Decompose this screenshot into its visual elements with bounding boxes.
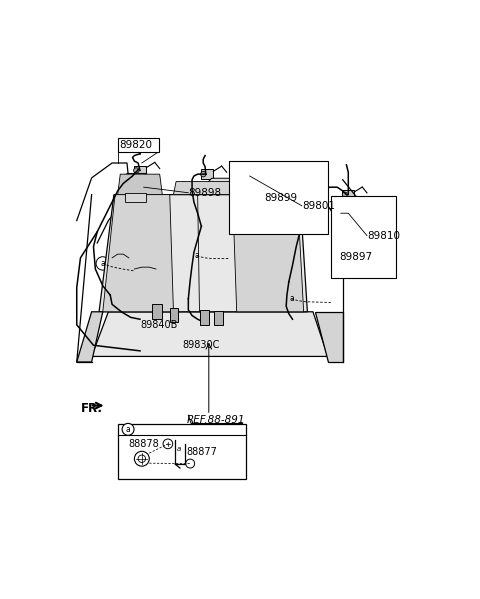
Circle shape (190, 249, 204, 263)
Circle shape (122, 423, 134, 435)
Polygon shape (337, 208, 360, 213)
Text: 89810: 89810 (367, 231, 400, 241)
Polygon shape (207, 179, 233, 183)
FancyBboxPatch shape (215, 311, 223, 325)
Circle shape (201, 171, 206, 177)
Text: a: a (126, 425, 131, 434)
Polygon shape (99, 195, 307, 312)
Circle shape (285, 292, 298, 305)
FancyBboxPatch shape (229, 161, 328, 234)
FancyBboxPatch shape (118, 424, 246, 479)
Circle shape (236, 168, 241, 173)
Polygon shape (242, 183, 262, 200)
FancyBboxPatch shape (200, 310, 209, 325)
FancyBboxPatch shape (342, 190, 354, 199)
Text: 89897: 89897 (340, 252, 373, 262)
FancyBboxPatch shape (170, 308, 178, 322)
Polygon shape (118, 174, 162, 195)
Circle shape (133, 168, 139, 173)
Polygon shape (228, 179, 233, 200)
Circle shape (342, 192, 348, 197)
Text: 89820: 89820 (119, 140, 152, 150)
Text: a: a (177, 446, 181, 452)
Polygon shape (337, 213, 356, 230)
Text: 89830C: 89830C (183, 340, 220, 350)
Polygon shape (122, 179, 142, 195)
Polygon shape (242, 179, 266, 183)
FancyBboxPatch shape (152, 304, 162, 319)
FancyBboxPatch shape (118, 138, 158, 152)
Polygon shape (173, 181, 233, 195)
Text: 88878: 88878 (128, 439, 159, 449)
Circle shape (134, 451, 149, 466)
Polygon shape (207, 183, 228, 200)
Text: FR.: FR. (81, 402, 102, 415)
Text: 89801: 89801 (302, 201, 335, 211)
Polygon shape (356, 208, 360, 230)
Polygon shape (142, 174, 147, 195)
Circle shape (96, 257, 109, 270)
Polygon shape (239, 174, 283, 195)
Text: REF.88-891: REF.88-891 (187, 416, 245, 425)
FancyBboxPatch shape (331, 196, 396, 279)
Text: 89898: 89898 (188, 187, 221, 198)
FancyBboxPatch shape (125, 193, 145, 202)
Polygon shape (103, 195, 173, 312)
FancyBboxPatch shape (201, 170, 213, 179)
Polygon shape (315, 312, 343, 362)
Text: 88877: 88877 (186, 447, 217, 458)
Polygon shape (233, 195, 304, 312)
Polygon shape (122, 174, 147, 179)
Text: a: a (289, 294, 294, 303)
Polygon shape (92, 312, 328, 356)
Text: a: a (100, 259, 105, 268)
Text: a: a (194, 252, 199, 261)
FancyBboxPatch shape (236, 166, 248, 175)
FancyBboxPatch shape (133, 166, 146, 175)
Polygon shape (262, 179, 266, 200)
Text: 89899: 89899 (264, 193, 297, 202)
Polygon shape (77, 312, 103, 362)
Text: 89840B: 89840B (140, 320, 177, 330)
